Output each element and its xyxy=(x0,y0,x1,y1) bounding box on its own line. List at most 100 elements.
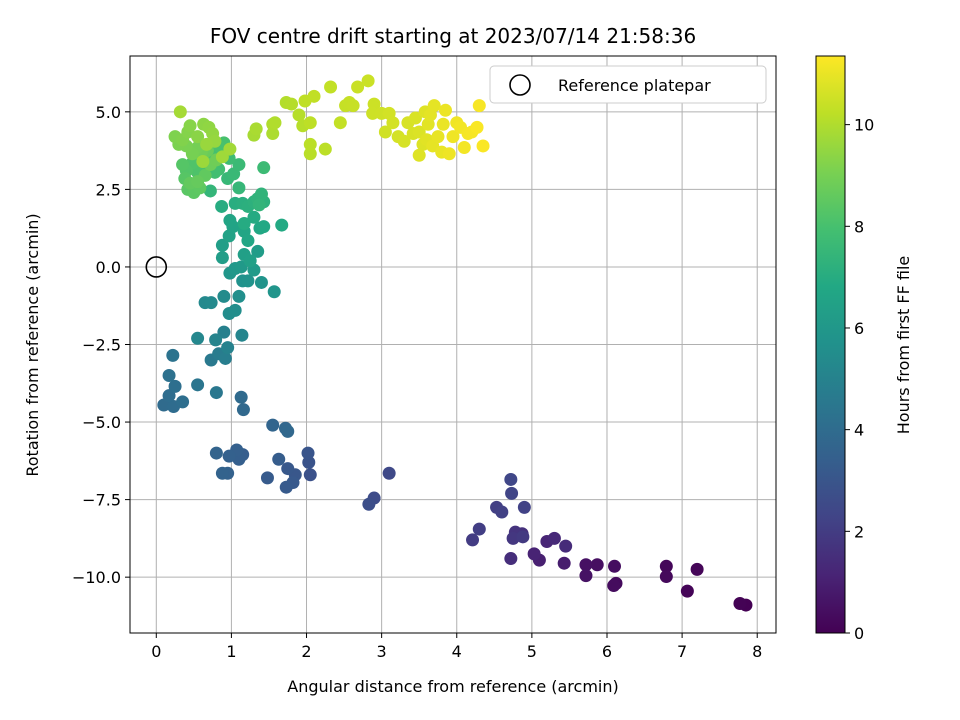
scatter-point xyxy=(173,105,187,119)
reference-point-marker xyxy=(145,256,168,278)
scatter-point xyxy=(268,116,282,130)
x-tick-label: 4 xyxy=(452,642,462,661)
scatter-point xyxy=(333,116,347,130)
scatter-point xyxy=(506,531,520,545)
scatter-point xyxy=(446,130,460,144)
scatter-point xyxy=(557,556,571,570)
legend-box xyxy=(489,65,767,104)
scatter-point xyxy=(472,522,486,536)
scatter-point xyxy=(232,289,246,303)
scatter-point xyxy=(351,80,365,94)
scatter-point xyxy=(579,558,593,572)
scatter-point xyxy=(590,558,604,572)
colorbar-tick-label: 8 xyxy=(854,217,864,236)
colorbar-tick-label: 2 xyxy=(854,522,864,541)
scatter-point xyxy=(191,331,205,345)
scatter-point xyxy=(266,418,280,432)
scatter-point xyxy=(217,325,231,339)
scatter-point xyxy=(457,141,471,155)
scatter-point xyxy=(397,134,411,148)
scatter-point xyxy=(223,142,237,156)
scatter-point xyxy=(346,99,360,113)
scatter-point xyxy=(168,379,182,393)
scatter-point xyxy=(281,424,295,438)
scatter-point xyxy=(378,125,392,139)
scatter-point xyxy=(243,254,257,268)
scatter-point xyxy=(361,74,375,88)
scatter-point xyxy=(191,378,205,392)
scatter-point xyxy=(275,218,289,232)
scatter-point xyxy=(431,130,445,144)
scatter-point xyxy=(249,122,263,136)
legend: Reference platepar xyxy=(489,65,767,104)
y-tick-label: 5.0 xyxy=(96,103,121,122)
scatter-point xyxy=(252,198,266,212)
scatter-point xyxy=(251,244,265,258)
scatter-point xyxy=(235,328,249,342)
scatter-point xyxy=(307,89,321,103)
scatter-point xyxy=(260,471,274,485)
y-tick-label: −5.0 xyxy=(82,413,121,432)
chart-title: FOV centre drift starting at 2023/07/14 … xyxy=(210,24,696,48)
x-tick-label: 3 xyxy=(377,642,387,661)
colorbar-ticks: 0 2 4 6 8 10 xyxy=(845,116,874,643)
scatter-point xyxy=(237,217,251,231)
scatter-point xyxy=(241,234,255,248)
scatter-point xyxy=(266,127,280,141)
scatter-point xyxy=(257,161,271,175)
scatter-point xyxy=(203,184,217,198)
scatter-point xyxy=(362,497,376,511)
x-tick-label: 1 xyxy=(226,642,236,661)
x-tick-label: 5 xyxy=(527,642,537,661)
scatter-point xyxy=(436,117,450,131)
scatter-point xyxy=(204,296,218,310)
colorbar-tick-label: 4 xyxy=(854,421,864,440)
scatter-point xyxy=(324,80,338,94)
scatter-point xyxy=(218,351,232,365)
scatter-point xyxy=(232,158,246,172)
scatter-point xyxy=(247,210,261,224)
scatter-point xyxy=(267,285,281,299)
scatter-point xyxy=(438,103,452,117)
scatter-point xyxy=(303,147,317,161)
scatter-point xyxy=(166,348,180,362)
scatter-point xyxy=(272,452,286,466)
scatter-point xyxy=(579,569,593,583)
scatter-point xyxy=(470,120,484,134)
x-tick-label: 6 xyxy=(602,642,612,661)
scatter-point xyxy=(232,181,246,195)
x-tick-label: 8 xyxy=(752,642,762,661)
scatter-point xyxy=(281,462,295,476)
scatter-point xyxy=(228,303,242,317)
scatter-point xyxy=(303,116,317,130)
scatter-point xyxy=(215,251,229,265)
scatter-point xyxy=(215,199,229,213)
plot-area xyxy=(129,55,777,634)
scatter-point xyxy=(680,584,694,598)
scatter-point xyxy=(191,130,205,144)
scatter-point xyxy=(466,533,480,547)
scatter-point xyxy=(292,108,306,122)
scatter-point xyxy=(222,449,236,463)
scatter-point xyxy=(427,99,441,113)
scatter-point xyxy=(209,333,223,347)
scatter-point xyxy=(366,106,380,120)
scatter-point xyxy=(690,562,704,576)
scatter-point xyxy=(215,466,229,480)
scatter-point xyxy=(504,472,518,486)
scatter-point xyxy=(217,289,231,303)
scatter-point xyxy=(241,274,255,288)
scatter-point xyxy=(408,111,422,125)
scatter-point xyxy=(279,480,293,494)
scatter-point xyxy=(607,579,621,593)
x-tick-label: 0 xyxy=(151,642,161,661)
scatter-point xyxy=(442,147,456,161)
scatter-point xyxy=(472,99,486,113)
scatter-point xyxy=(223,213,237,227)
scatter-point xyxy=(495,505,509,519)
x-tick-label: 2 xyxy=(301,642,311,661)
legend-label-reference: Reference platepar xyxy=(558,76,711,95)
colorbar: 0 2 4 6 8 10 Hours from first FF file xyxy=(815,55,913,643)
colorbar-tick-label: 10 xyxy=(854,116,874,135)
scatter-point xyxy=(659,559,673,573)
